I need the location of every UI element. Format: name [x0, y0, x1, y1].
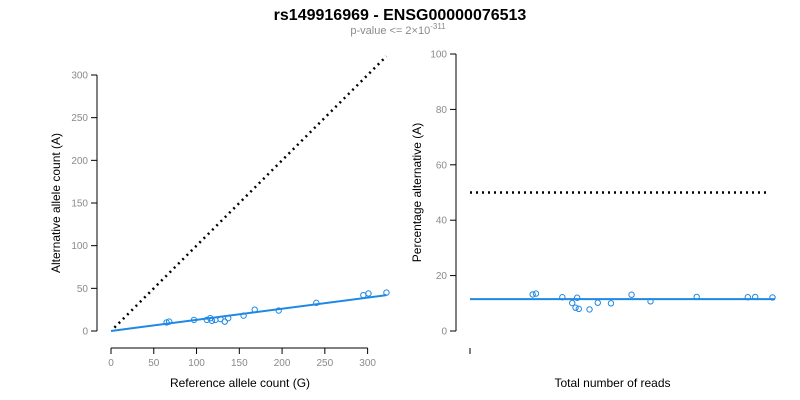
- subtitle-main: p-value <= 2×10: [350, 25, 430, 37]
- y-tick-label: 60: [436, 160, 448, 171]
- x-tick-label: 0: [108, 358, 114, 369]
- chart-title: rs149916969 - ENSG00000076513: [274, 7, 527, 24]
- data-point: [165, 318, 173, 325]
- y-tick-label: 100: [71, 241, 88, 252]
- data-point: [240, 312, 247, 319]
- y-axis-title: Percentage alternative (A): [410, 123, 424, 262]
- y-tick-label: 50: [77, 284, 89, 295]
- data-point: [628, 291, 635, 298]
- data-point: [769, 294, 776, 301]
- x-tick-label: 100: [188, 358, 205, 369]
- data-point: [607, 300, 615, 307]
- x-tick-label: 200: [274, 358, 291, 369]
- data-point: [744, 294, 751, 301]
- data-point: [360, 291, 367, 299]
- data-point: [559, 294, 566, 301]
- x-tick-label: 50: [148, 358, 160, 369]
- data-point: [532, 290, 540, 297]
- left-panel-count-scatter: 0 50 100 150 200 250 300 0 50 100 150 200 250 300 Refe…: [49, 55, 390, 390]
- chart-subtitle: p-value <= 2×10-311: [350, 22, 446, 37]
- x-tick-label: 150: [231, 358, 248, 369]
- y-tick-label: 300: [71, 71, 88, 82]
- x-tick-label: 300: [359, 358, 376, 369]
- x-axis-title: Total number of reads: [554, 376, 670, 390]
- y-tick-label: 40: [436, 216, 448, 227]
- data-point: [647, 298, 654, 305]
- subtitle-exponent: -311: [430, 22, 446, 31]
- x-tick-label: 250: [317, 358, 334, 369]
- y-tick-label: 100: [430, 50, 447, 61]
- y-tick-label: 200: [71, 156, 88, 167]
- data-point: [594, 299, 601, 306]
- fit-line: [110, 294, 387, 332]
- y-tick-label: 0: [441, 327, 447, 338]
- data-point: [529, 291, 536, 298]
- data-point: [221, 318, 228, 325]
- reference-line: [113, 55, 388, 329]
- data-point: [190, 316, 198, 324]
- y-tick-label: 80: [436, 105, 448, 116]
- y-tick-label: 250: [71, 113, 88, 124]
- y-tick-label: 150: [71, 199, 88, 210]
- data-point: [573, 294, 581, 301]
- data-point: [251, 306, 258, 313]
- data-point: [224, 315, 232, 322]
- x-axis-title: Reference allele count (G): [170, 376, 310, 390]
- data-point: [365, 290, 372, 297]
- data-point: [575, 305, 583, 313]
- data-point: [693, 293, 700, 301]
- right-panel-percentage-scatter: 0 20 40 60 80 100 Total number of reads Percent…: [410, 50, 776, 390]
- data-point: [569, 299, 576, 307]
- y-tick-label: 20: [436, 271, 448, 282]
- y-tick-label: 0: [82, 327, 88, 338]
- y-axis-title: Alternative allele count (A): [49, 133, 63, 273]
- data-point: [275, 307, 282, 314]
- data-point: [313, 299, 320, 307]
- data-point: [208, 317, 216, 324]
- data-point: [586, 306, 593, 313]
- data-point: [383, 289, 390, 296]
- data-point: [572, 304, 579, 311]
- data-point: [752, 293, 759, 301]
